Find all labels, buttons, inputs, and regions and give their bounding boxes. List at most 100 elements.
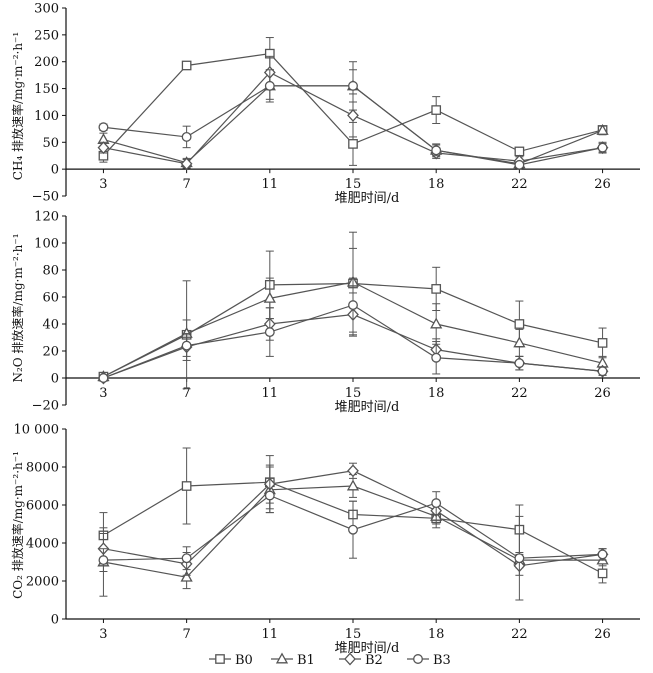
data-point — [346, 479, 360, 491]
x-tick-label: 7 — [182, 386, 190, 401]
y-tick-label: 0 — [51, 613, 59, 628]
data-point — [597, 549, 608, 560]
data-point — [430, 317, 443, 329]
x-tick-label: 18 — [428, 386, 445, 401]
y-tick-label: 0 — [51, 163, 59, 178]
x-axis-label: 堆肥时间/d — [335, 400, 400, 415]
data-point — [98, 555, 109, 566]
data-point — [181, 60, 192, 71]
y-tick-label: 300 — [34, 2, 59, 17]
x-tick-label: 26 — [594, 386, 611, 401]
x-tick-label: 22 — [511, 177, 528, 192]
y-axis-label: CH₄ 排放速率/mg·m⁻²·h⁻¹ — [10, 32, 25, 180]
data-point — [181, 131, 192, 142]
x-tick-label: 26 — [594, 627, 611, 642]
data-point — [348, 139, 358, 149]
x-tick-label: 7 — [182, 627, 190, 642]
legend-marker — [413, 654, 423, 664]
y-axis-label: CO₂ 排放速率/mg·m⁻²·h⁻¹ — [10, 451, 25, 599]
data-point — [597, 142, 608, 153]
data-point — [181, 481, 192, 491]
data-point — [431, 284, 442, 294]
legend-marker — [275, 652, 289, 664]
legend-label: B1 — [297, 653, 315, 668]
legend: B0 B1 B2 B3 — [209, 652, 451, 668]
data-point — [97, 141, 110, 155]
y-tick-label: 80 — [42, 264, 59, 279]
data-point — [514, 553, 525, 564]
data-point — [347, 108, 359, 122]
data-point — [264, 327, 275, 338]
y-tick-label: 200 — [34, 55, 59, 70]
data-point — [98, 373, 109, 383]
y-tick-label: −20 — [32, 399, 59, 414]
data-point — [431, 105, 442, 115]
y-tick-label: 120 — [34, 210, 59, 225]
y-tick-label: 100 — [34, 237, 59, 252]
data-point — [348, 80, 358, 91]
y-tick-label: 8000 — [26, 461, 59, 476]
co2-panel: 0 2000 4000 6000 8000 10 000 3 7 11 15 18 22 26 堆肥时间/… — [10, 423, 640, 656]
data-point — [596, 123, 609, 135]
series-b3 — [98, 69, 608, 170]
legend-item-b3: B3 — [407, 653, 451, 668]
y-tick-label: 6000 — [26, 499, 59, 514]
x-tick-label: 11 — [262, 177, 279, 192]
data-point — [181, 340, 192, 351]
x-tick-label: 22 — [511, 627, 528, 642]
series-b3 — [98, 277, 608, 383]
x-tick-label: 22 — [511, 386, 528, 401]
data-point — [264, 490, 275, 501]
legend-label: B2 — [365, 653, 383, 668]
x-tick-label: 15 — [345, 386, 362, 401]
legend-marker — [344, 652, 356, 666]
data-point — [431, 145, 442, 156]
x-tick-label: 11 — [262, 386, 279, 401]
legend-item-b2: B2 — [339, 652, 383, 668]
y-tick-label: 20 — [42, 345, 59, 360]
y-tick-label: 40 — [42, 318, 59, 333]
n2o-panel: −20 0 20 40 60 80 100 120 3 7 11 15 18 22 26 堆肥时间/d N₂O … — [10, 210, 640, 415]
x-tick-label: 3 — [99, 386, 107, 401]
data-point — [264, 80, 275, 91]
x-axis-label: 堆肥时间/d — [335, 191, 400, 206]
data-point — [597, 568, 608, 579]
ch4-panel: −50 0 50 100 150 200 250 300 3 7 11 15 18 22 26 堆肥时间/d C… — [10, 2, 640, 206]
x-tick-label: 3 — [99, 627, 107, 642]
y-tick-label: 100 — [34, 109, 59, 124]
data-point — [98, 122, 109, 133]
data-point — [514, 146, 525, 157]
series-b3 — [98, 477, 608, 601]
data-point — [348, 300, 358, 311]
x-tick-label: 11 — [262, 627, 279, 642]
data-point — [431, 498, 442, 509]
data-point — [597, 366, 608, 377]
y-tick-label: 250 — [34, 28, 59, 43]
legend-item-b0: B0 — [209, 653, 253, 668]
x-tick-label: 18 — [428, 177, 445, 192]
y-tick-label: 0 — [51, 372, 59, 387]
data-point — [514, 159, 525, 170]
y-axis-label: N₂O 排放速率/mg·m⁻²·h⁻¹ — [10, 233, 25, 382]
data-point — [431, 352, 442, 363]
data-point — [597, 338, 608, 348]
x-tick-label: 26 — [594, 177, 611, 192]
x-axis-label: 堆肥时间/d — [335, 641, 400, 656]
y-tick-label: 4000 — [26, 537, 59, 552]
data-point — [514, 358, 525, 369]
data-point — [181, 553, 192, 564]
x-tick-label: 15 — [345, 177, 362, 192]
legend-label: B3 — [433, 653, 451, 668]
data-point — [263, 291, 276, 303]
data-point — [514, 319, 525, 329]
y-tick-label: 50 — [42, 136, 59, 151]
x-tick-label: 3 — [99, 177, 107, 192]
legend-marker — [215, 654, 225, 664]
data-point — [180, 157, 193, 171]
data-point — [513, 336, 526, 348]
data-point — [347, 464, 359, 478]
y-tick-label: 2000 — [26, 575, 59, 590]
y-tick-label: −50 — [32, 190, 59, 205]
y-tick-label: 150 — [34, 82, 59, 97]
